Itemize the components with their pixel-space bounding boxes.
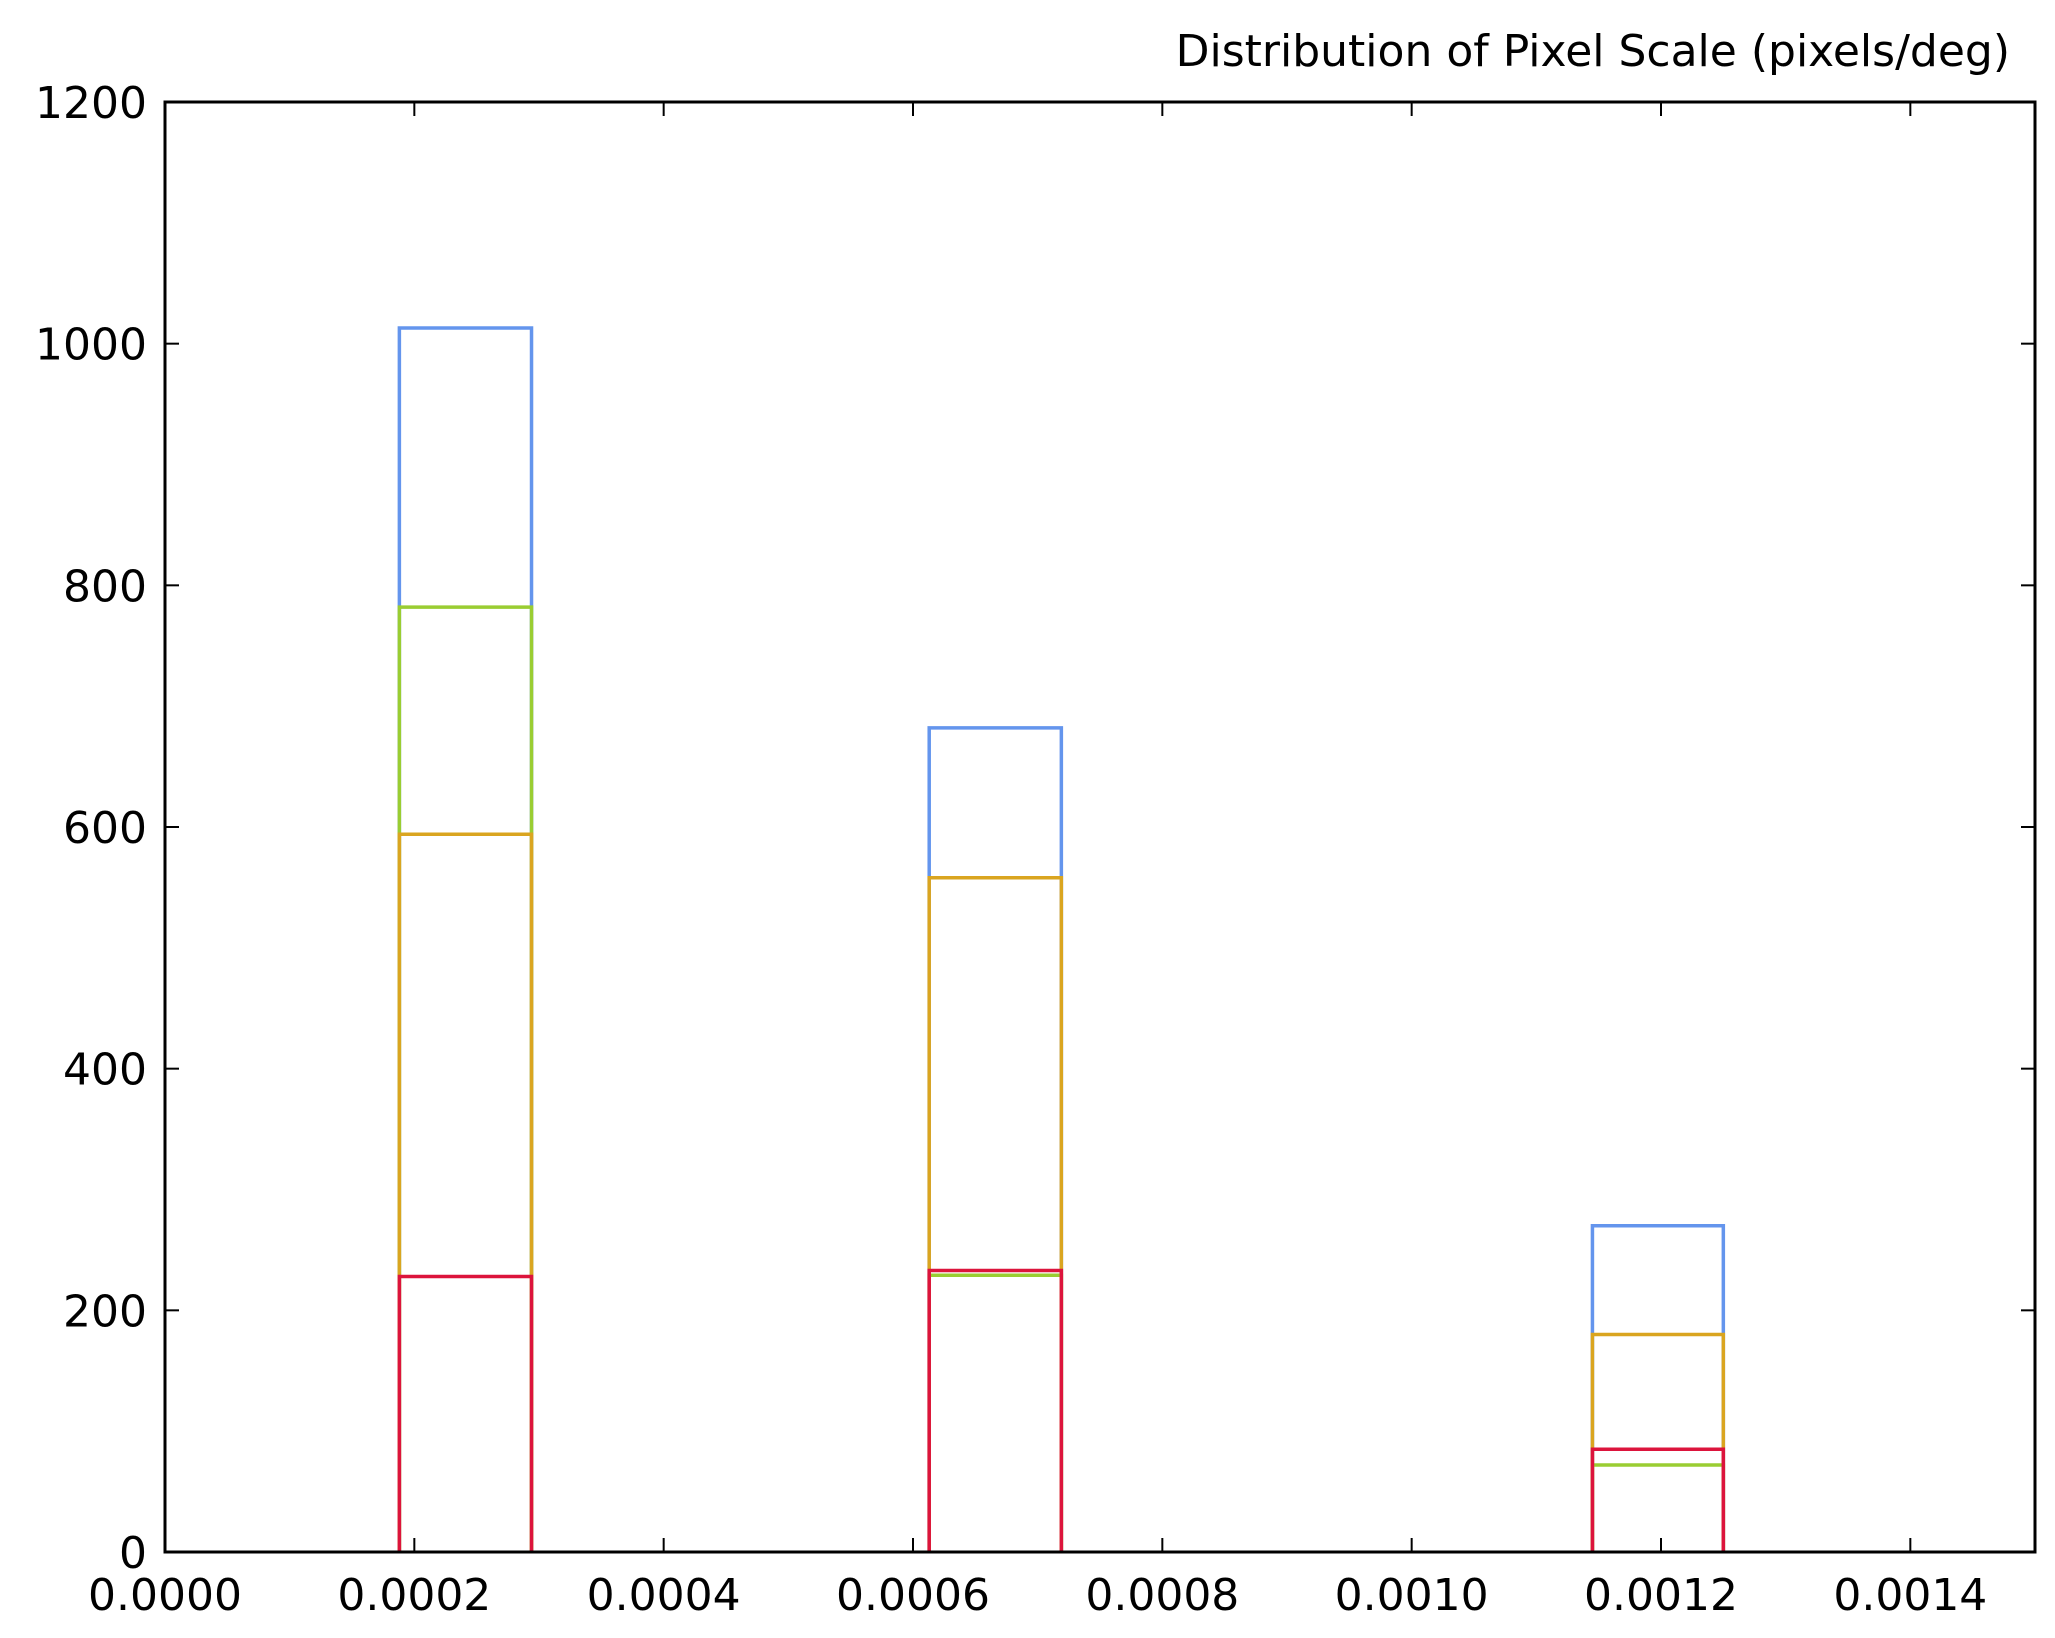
y-tick-label: 1200 <box>35 78 147 129</box>
y-tick-label: 1000 <box>35 320 147 371</box>
x-tick-label: 0.0002 <box>337 1570 491 1621</box>
y-tick-label: 600 <box>63 803 147 854</box>
series-layer <box>397 326 1726 1552</box>
x-tick-label: 0.0004 <box>587 1570 741 1621</box>
x-tick-label: 0.0006 <box>836 1570 990 1621</box>
chart-title: Distribution of Pixel Scale (pixels/deg) <box>1176 26 2010 77</box>
histogram-bar <box>1590 1447 1726 1552</box>
y-tick-label: 400 <box>63 1045 147 1096</box>
histogram-bar <box>927 1268 1064 1552</box>
axis-layer: 0.0000 0.0002 0.0004 0.0006 0.0008 0.0010 0.00… <box>35 78 2035 1621</box>
x-tick-label: 0.0012 <box>1584 1570 1738 1621</box>
x-tick-label: 0.0014 <box>1833 1570 1987 1621</box>
x-tick-label: 0.0008 <box>1085 1570 1239 1621</box>
histogram-bar <box>397 832 534 1552</box>
y-tick-label: 200 <box>63 1286 147 1337</box>
y-tick-label: 800 <box>63 561 147 612</box>
x-tick-label: 0.0000 <box>88 1570 242 1621</box>
histogram-bar <box>1590 1332 1726 1552</box>
series-2 <box>397 832 1726 1552</box>
y-tick-label: 0 <box>119 1528 147 1579</box>
series-3 <box>397 1268 1726 1552</box>
x-tick-label: 0.0010 <box>1335 1570 1489 1621</box>
histogram-bar <box>397 1274 534 1552</box>
histogram-bar <box>927 876 1064 1552</box>
